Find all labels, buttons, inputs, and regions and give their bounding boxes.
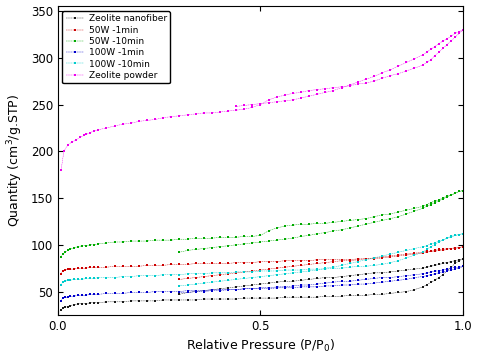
Zeolite powder bbox=[428, 58, 434, 62]
X-axis label: Relative Pressure (P/P$_0$): Relative Pressure (P/P$_0$) bbox=[186, 338, 335, 355]
50W -1min bbox=[104, 265, 109, 269]
Legend: Zeolite nanofiber, 50W -1min, 50W -10min, 100W -1min, 100W -10min, Zeolite powde: Zeolite nanofiber, 50W -1min, 50W -10min… bbox=[62, 11, 170, 84]
50W -1min bbox=[71, 267, 77, 271]
Line: Zeolite powder: Zeolite powder bbox=[60, 28, 465, 171]
Zeolite powder bbox=[185, 113, 190, 117]
Zeolite nanofiber bbox=[104, 300, 109, 304]
Zeolite powder bbox=[58, 168, 64, 172]
Zeolite powder bbox=[274, 95, 280, 99]
50W -1min bbox=[428, 249, 434, 253]
100W -10min bbox=[104, 275, 109, 280]
100W -1min bbox=[104, 291, 109, 296]
Line: 100W -10min: 100W -10min bbox=[60, 232, 465, 287]
100W -10min bbox=[58, 283, 64, 287]
100W -10min bbox=[428, 244, 434, 249]
50W -1min bbox=[306, 258, 312, 263]
Zeolite nanofiber bbox=[136, 299, 142, 303]
50W -10min bbox=[456, 189, 462, 194]
Line: 50W -1min: 50W -1min bbox=[60, 245, 465, 275]
Zeolite nanofiber bbox=[428, 280, 434, 284]
50W -1min bbox=[460, 244, 466, 249]
Zeolite nanofiber bbox=[71, 302, 77, 307]
100W -1min bbox=[306, 285, 312, 289]
50W -1min bbox=[456, 246, 462, 250]
50W -10min bbox=[428, 201, 434, 205]
50W -10min bbox=[136, 239, 142, 243]
100W -10min bbox=[71, 277, 77, 282]
Line: Zeolite nanofiber: Zeolite nanofiber bbox=[60, 257, 465, 312]
50W -10min bbox=[71, 246, 77, 250]
Y-axis label: Quantity (cm$^3$/g.STP): Quantity (cm$^3$/g.STP) bbox=[6, 94, 25, 227]
Zeolite powder bbox=[306, 88, 312, 93]
100W -1min bbox=[71, 294, 77, 298]
Zeolite powder bbox=[460, 28, 466, 32]
Zeolite nanofiber bbox=[460, 257, 466, 261]
100W -1min bbox=[456, 266, 462, 270]
Line: 50W -10min: 50W -10min bbox=[60, 189, 465, 258]
Zeolite nanofiber bbox=[456, 258, 462, 263]
100W -1min bbox=[460, 264, 466, 269]
Zeolite nanofiber bbox=[58, 308, 64, 312]
Zeolite powder bbox=[112, 124, 118, 128]
50W -10min bbox=[460, 188, 466, 193]
100W -10min bbox=[460, 231, 466, 236]
50W -1min bbox=[58, 272, 64, 276]
100W -1min bbox=[58, 299, 64, 303]
100W -10min bbox=[136, 274, 142, 278]
50W -10min bbox=[306, 222, 312, 226]
50W -1min bbox=[136, 264, 142, 269]
Zeolite nanofiber bbox=[306, 295, 312, 299]
Zeolite powder bbox=[128, 121, 134, 125]
100W -10min bbox=[306, 267, 312, 271]
100W -1min bbox=[136, 290, 142, 294]
Line: 100W -1min: 100W -1min bbox=[60, 265, 465, 302]
100W -1min bbox=[428, 273, 434, 277]
50W -10min bbox=[58, 255, 64, 259]
100W -10min bbox=[456, 232, 462, 237]
50W -10min bbox=[104, 241, 109, 245]
